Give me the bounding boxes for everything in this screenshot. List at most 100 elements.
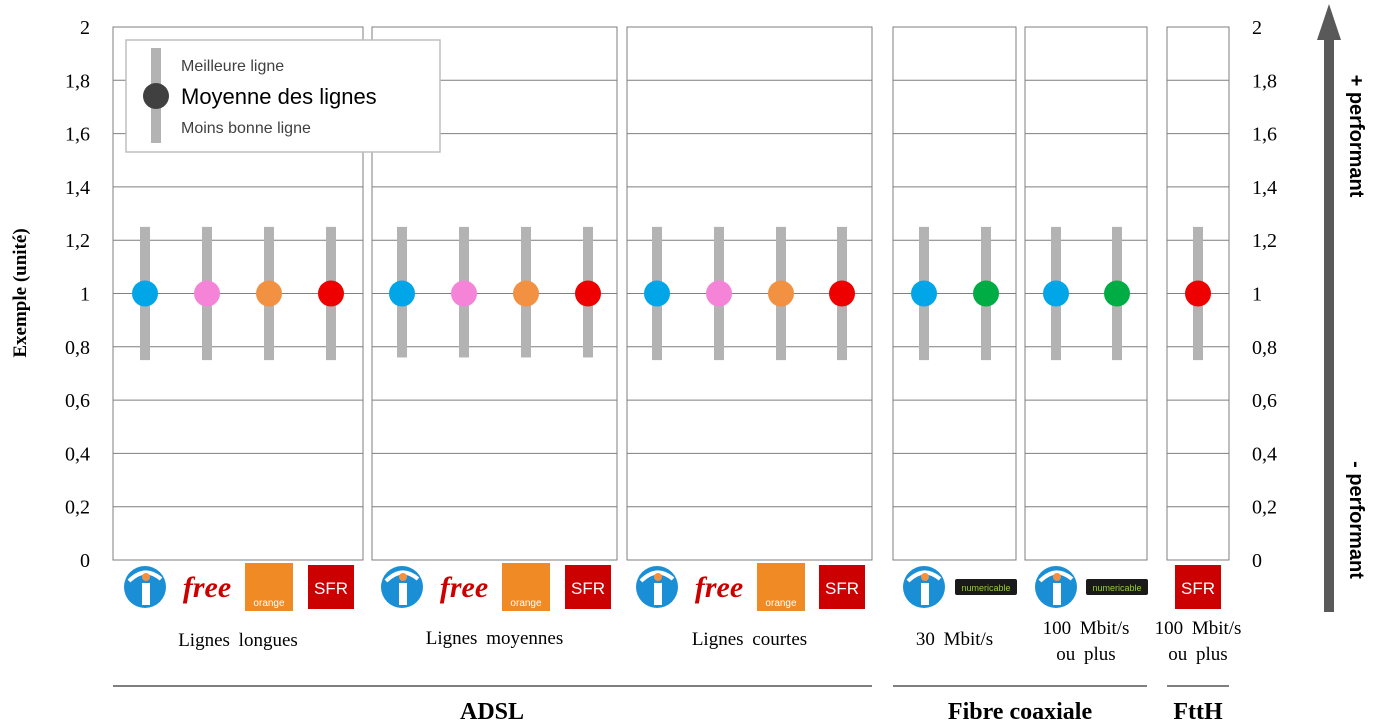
bouygues-logo-accent: [399, 573, 407, 581]
mean-point-sfr: [318, 280, 344, 307]
mean-point-orange: [256, 280, 282, 307]
sfr-logo: SFR: [308, 565, 354, 609]
numericable-logo-plate: [1086, 579, 1148, 595]
sfr-logo-square: [819, 565, 865, 609]
section-label: Fibre coaxiale: [948, 699, 1093, 725]
y-tick-label-left: 1,6: [65, 124, 90, 146]
y-tick-label-right: 1,2: [1252, 230, 1277, 252]
y-tick-label-left: 1: [80, 284, 90, 306]
y-tick-label-right: 1,8: [1252, 70, 1277, 92]
sfr-logo-text: SFR: [1181, 579, 1215, 598]
orange-logo-text: orange: [253, 598, 285, 609]
orange-logo-square: [757, 563, 805, 611]
orange-logo-text: orange: [765, 598, 797, 609]
y-tick-label-left: 0,8: [65, 337, 90, 359]
numericable-logo-text: numericable: [961, 583, 1010, 593]
section-label: ADSL: [460, 699, 524, 725]
category-label: 30 Mbit/s: [916, 629, 993, 650]
data-marks: [132, 226, 1211, 361]
bouygues-logo-accent: [654, 573, 662, 581]
category-label-line: 100 Mbit/s: [1155, 618, 1242, 639]
bouygues-logo-stem: [921, 583, 929, 605]
y-tick-label-left: 2: [80, 17, 90, 39]
y-tick-label-right: 1: [1252, 284, 1262, 306]
operator-logos: free orange SFR free orange SFR free orange SFR n…: [124, 563, 1221, 611]
orange-logo: orange: [502, 563, 550, 611]
y-tick-label-left: 0,6: [65, 390, 90, 412]
bouygues-logo-stem: [1053, 583, 1061, 605]
legend: Meilleure ligne Moyenne des lignes Moins…: [125, 39, 441, 153]
y-tick-label-right: 0,6: [1252, 390, 1277, 412]
arrow-head-icon: [1317, 4, 1341, 40]
sfr-logo-text: SFR: [314, 579, 348, 598]
category-label-line: Lignes courtes: [692, 629, 807, 650]
bouygues-logo-swoosh: [1038, 570, 1074, 583]
category-label-line: ou plus: [1056, 644, 1115, 665]
bouygues-logo-swoosh: [639, 570, 675, 583]
legend-mean-label: Moyenne des lignes: [181, 84, 377, 109]
numericable-logo: numericable: [1086, 579, 1148, 595]
bouygues-logo: [124, 566, 166, 608]
mean-point-orange: [513, 280, 539, 307]
arrow-label-bottom: - performant: [1345, 461, 1367, 579]
y-tick-label-left: 1,4: [65, 177, 90, 199]
free-logo: free: [695, 571, 743, 604]
section-label: FttH: [1173, 699, 1223, 725]
free-logo-text: free: [695, 571, 743, 604]
y-tick-label-right: 0,2: [1252, 497, 1277, 519]
sfr-logo: SFR: [1175, 565, 1221, 609]
numericable-logo-text: numericable: [1092, 583, 1141, 593]
arrow-shaft: [1324, 34, 1334, 612]
legend-box: [125, 39, 441, 153]
y-tick-label-right: 1,6: [1252, 124, 1277, 146]
mean-point-free: [194, 280, 220, 307]
y-tick-label-left: 0,2: [65, 497, 90, 519]
bouygues-logo: [381, 566, 423, 608]
category-label-line: 30 Mbit/s: [916, 629, 993, 650]
bouygues-logo-accent: [142, 573, 150, 581]
performance-arrow: + performant - performant: [1317, 4, 1367, 612]
orange-logo: orange: [757, 563, 805, 611]
sfr-logo-text: SFR: [825, 579, 859, 598]
mean-point-numericable: [1104, 280, 1130, 307]
free-logo-text: free: [183, 571, 231, 604]
category-label: Lignes longues: [178, 630, 298, 651]
y-tick-label-left: 1,8: [65, 70, 90, 92]
category-label-line: Lignes moyennes: [426, 628, 564, 649]
category-label-line: Lignes longues: [178, 630, 298, 651]
bouygues-logo: [1035, 566, 1077, 608]
orange-logo-square: [502, 563, 550, 611]
legend-best-label: Meilleure ligne: [181, 58, 284, 75]
sfr-logo: SFR: [819, 565, 865, 609]
bouygues-logo: [903, 566, 945, 608]
bouygues-logo-accent: [921, 573, 929, 581]
mean-point-bouygues: [389, 280, 415, 307]
bouygues-logo-swoosh: [906, 570, 942, 583]
free-logo: free: [183, 571, 231, 604]
bouygues-logo-swoosh: [127, 570, 163, 583]
legend-mean-swatch: [143, 83, 169, 109]
bouygues-logo-swoosh: [384, 570, 420, 583]
y-tick-label-right: 2: [1252, 17, 1262, 39]
category-label: 100 Mbit/s ou plus: [1155, 618, 1242, 665]
y-tick-label-left: 1,2: [65, 230, 90, 252]
numericable-logo: numericable: [955, 579, 1017, 595]
sfr-logo-square: [308, 565, 354, 609]
category-label: Lignes courtes: [692, 629, 807, 650]
legend-worst-label: Moins bonne ligne: [181, 120, 311, 137]
mean-point-bouygues: [644, 280, 670, 307]
free-logo-text: free: [440, 571, 488, 604]
y-axis-ticks: 0 0 0,2 0,2 0,4 0,4 0,6 0,6 0,8 0,8 1 1 1,2 1,2 1,4 1,4…: [65, 17, 1277, 572]
y-tick-label-right: 0,4: [1252, 443, 1277, 465]
bouygues-logo-accent: [1053, 573, 1061, 581]
sfr-logo-text: SFR: [571, 579, 605, 598]
sfr-logo-square: [1175, 565, 1221, 609]
arrow-label-top: + performant: [1345, 75, 1367, 198]
y-tick-label-right: 1,4: [1252, 177, 1277, 199]
mean-point-bouygues: [911, 280, 937, 307]
bouygues-logo: [636, 566, 678, 608]
mean-point-numericable: [973, 280, 999, 307]
mean-point-free: [706, 280, 732, 307]
y-tick-label-right: 0,8: [1252, 337, 1277, 359]
mean-point-sfr: [575, 280, 601, 307]
